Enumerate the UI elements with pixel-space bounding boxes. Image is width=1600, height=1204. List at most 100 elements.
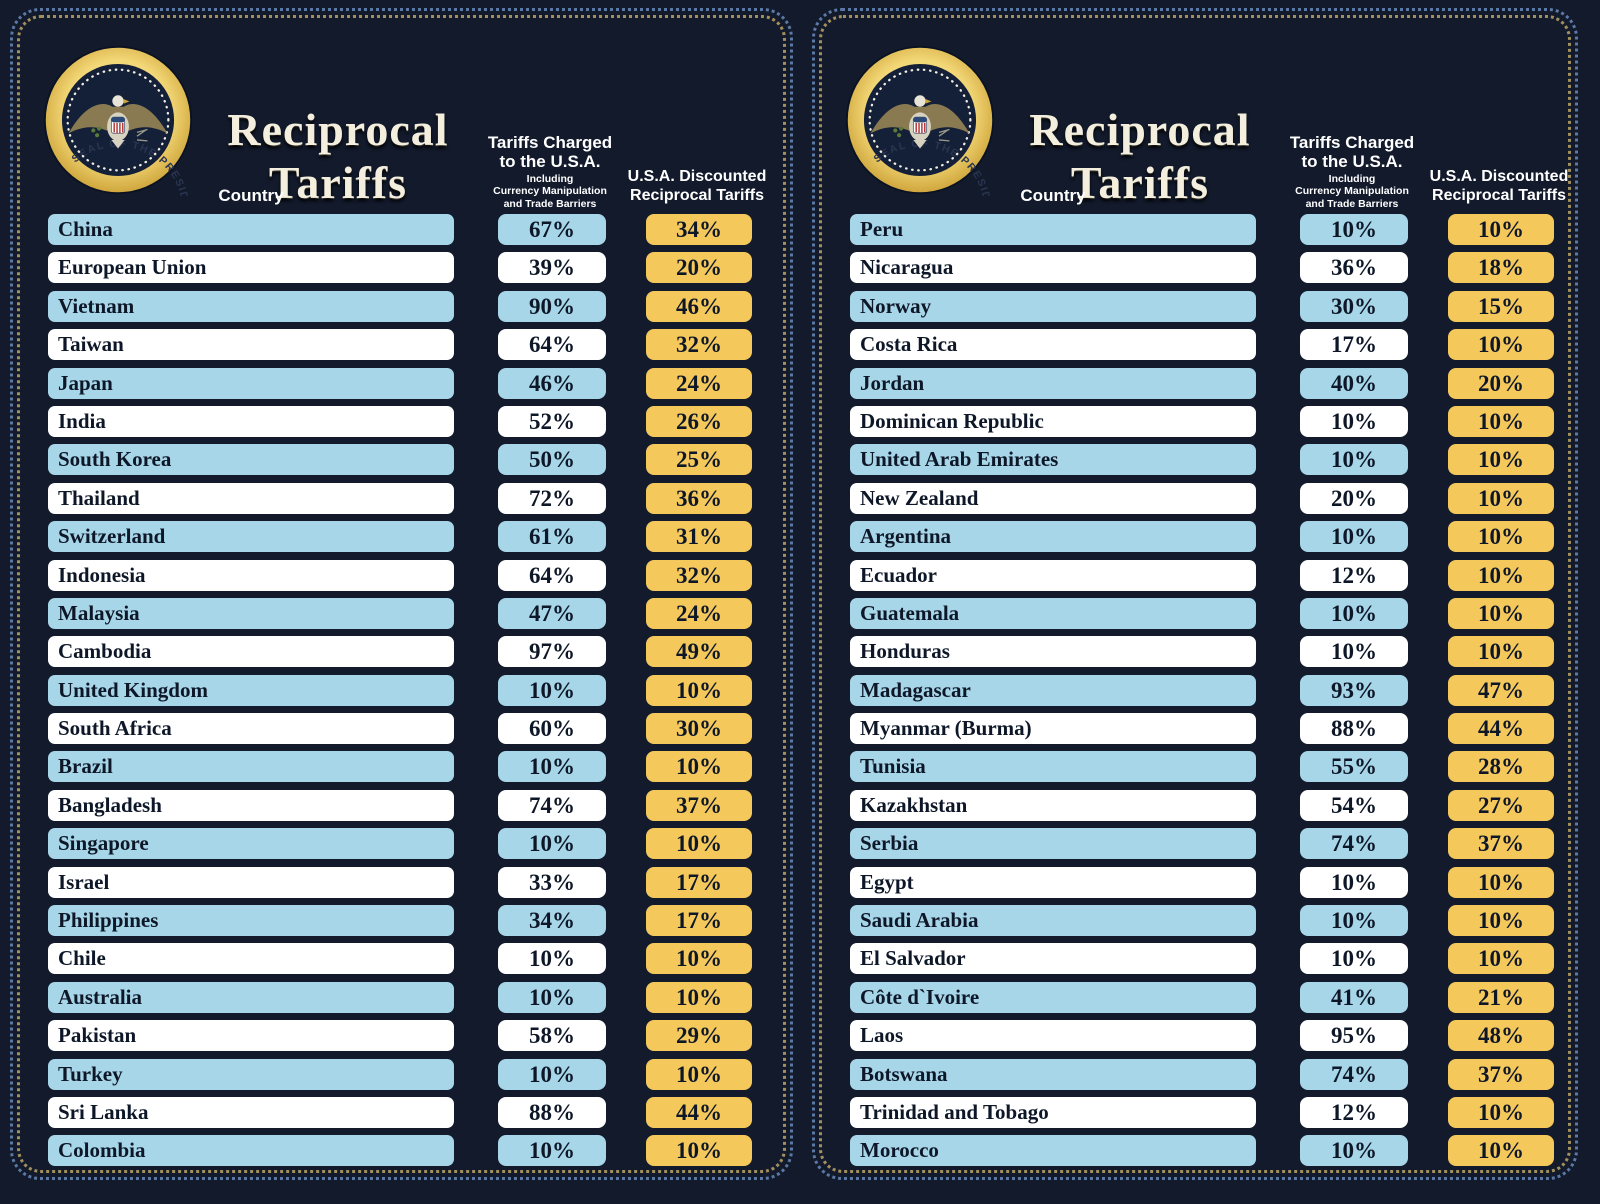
country-cell: Israel: [48, 866, 454, 898]
discounted-cell: 10%: [646, 828, 752, 860]
column-header-charged-sub: Including Currency Manipulation and Trad…: [1295, 172, 1409, 210]
table-row: Côte d`Ivoire 41% 21%: [850, 981, 1554, 1013]
discounted-cell: 10%: [646, 674, 752, 706]
discounted-cell: 26%: [646, 405, 752, 437]
charged-cell: 10%: [1300, 1135, 1408, 1167]
discounted-cell: 10%: [646, 1135, 752, 1167]
charged-cell: 46%: [498, 367, 606, 399]
discounted-cell: 10%: [1448, 1096, 1554, 1128]
column-header-charged-main: Tariffs Charged to the U.S.A.: [1289, 132, 1415, 171]
discounted-cell: 10%: [646, 1058, 752, 1090]
table-row: Argentina 10% 10%: [850, 521, 1554, 553]
discounted-cell: 17%: [646, 905, 752, 937]
country-cell: Madagascar: [850, 674, 1256, 706]
charged-cell: 40%: [1300, 367, 1408, 399]
table-row: Japan 46% 24%: [48, 367, 752, 399]
discounted-cell: 10%: [1448, 866, 1554, 898]
table-row: Taiwan 64% 32%: [48, 329, 752, 361]
country-cell: Argentina: [850, 521, 1256, 553]
discounted-cell: 29%: [646, 1020, 752, 1052]
table-row: Saudi Arabia 10% 10%: [850, 905, 1554, 937]
discounted-cell: 10%: [1448, 482, 1554, 514]
charged-cell: 54%: [1300, 789, 1408, 821]
discounted-cell: 24%: [646, 367, 752, 399]
charged-cell: 12%: [1300, 1096, 1408, 1128]
charged-cell: 33%: [498, 866, 606, 898]
discounted-cell: 37%: [1448, 828, 1554, 860]
charged-cell: 10%: [498, 943, 606, 975]
table-row: Philippines 34% 17%: [48, 905, 752, 937]
discounted-cell: 10%: [1448, 943, 1554, 975]
table-row: Indonesia 64% 32%: [48, 559, 752, 591]
discounted-cell: 15%: [1448, 290, 1554, 322]
charged-cell: 50%: [498, 444, 606, 476]
charged-cell: 10%: [498, 674, 606, 706]
charged-cell: 12%: [1300, 559, 1408, 591]
discounted-cell: 10%: [1448, 405, 1554, 437]
country-cell: Norway: [850, 290, 1256, 322]
charged-cell: 52%: [498, 405, 606, 437]
column-header-charged-main: Tariffs Charged to the U.S.A.: [487, 132, 613, 171]
table-row: Singapore 10% 10%: [48, 828, 752, 860]
charged-cell: 74%: [1300, 1058, 1408, 1090]
charged-cell: 88%: [1300, 713, 1408, 745]
table-row: Laos 95% 48%: [850, 1020, 1554, 1052]
country-cell: Switzerland: [48, 521, 454, 553]
country-cell: Guatemala: [850, 597, 1256, 629]
charged-cell: 30%: [1300, 290, 1408, 322]
table-row: Honduras 10% 10%: [850, 636, 1554, 668]
panel-title: Reciprocal Tariffs: [227, 103, 449, 208]
table-row: Jordan 40% 20%: [850, 367, 1554, 399]
charged-cell: 10%: [1300, 866, 1408, 898]
table-row: Chile 10% 10%: [48, 943, 752, 975]
table-row: Serbia 74% 37%: [850, 828, 1554, 860]
table-row: China 67% 34%: [48, 214, 752, 245]
country-cell: Turkey: [48, 1058, 454, 1090]
country-cell: Côte d`Ivoire: [850, 981, 1256, 1013]
table-row: Guatemala 10% 10%: [850, 597, 1554, 629]
discounted-cell: 34%: [646, 214, 752, 245]
country-cell: Malaysia: [48, 597, 454, 629]
country-cell: New Zealand: [850, 482, 1256, 514]
table-row: Israel 33% 17%: [48, 866, 752, 898]
country-cell: Honduras: [850, 636, 1256, 668]
charged-cell: 88%: [498, 1096, 606, 1128]
column-header-discounted: U.S.A. Discounted Reciprocal Tariffs: [1429, 167, 1569, 205]
charged-cell: 61%: [498, 521, 606, 553]
discounted-cell: 10%: [646, 751, 752, 783]
discounted-cell: 48%: [1448, 1020, 1554, 1052]
country-cell: Ecuador: [850, 559, 1256, 591]
table-row: Vietnam 90% 46%: [48, 290, 752, 322]
table-row: Dominican Republic 10% 10%: [850, 405, 1554, 437]
country-cell: Trinidad and Tobago: [850, 1096, 1256, 1128]
table-row: Thailand 72% 36%: [48, 482, 752, 514]
charged-cell: 10%: [498, 828, 606, 860]
column-header-country: Country: [1020, 186, 1086, 205]
discounted-cell: 10%: [1448, 521, 1554, 553]
country-cell: Chile: [48, 943, 454, 975]
table-row: Myanmar (Burma) 88% 44%: [850, 713, 1554, 745]
table-row: India 52% 26%: [48, 405, 752, 437]
table-row: Kazakhstan 54% 27%: [850, 789, 1554, 821]
country-cell: Vietnam: [48, 290, 454, 322]
country-cell: Indonesia: [48, 559, 454, 591]
panel-right-inner: SEAL OF THE PRESIDENT OF THE UNITED STAT…: [819, 15, 1571, 1173]
table-row: New Zealand 20% 10%: [850, 482, 1554, 514]
country-cell: Peru: [850, 214, 1256, 245]
charged-cell: 10%: [1300, 597, 1408, 629]
table-row: Colombia 10% 10%: [48, 1135, 752, 1167]
charged-cell: 10%: [498, 981, 606, 1013]
charged-cell: 10%: [1300, 636, 1408, 668]
country-cell: Australia: [48, 981, 454, 1013]
country-cell: United Arab Emirates: [850, 444, 1256, 476]
discounted-cell: 46%: [646, 290, 752, 322]
country-cell: European Union: [48, 252, 454, 284]
charged-cell: 64%: [498, 559, 606, 591]
table-row: Australia 10% 10%: [48, 981, 752, 1013]
country-cell: China: [48, 214, 454, 245]
table-row: Bangladesh 74% 37%: [48, 789, 752, 821]
panel-title: Reciprocal Tariffs: [1029, 103, 1251, 208]
discounted-cell: 28%: [1448, 751, 1554, 783]
country-cell: Pakistan: [48, 1020, 454, 1052]
country-cell: Brazil: [48, 751, 454, 783]
